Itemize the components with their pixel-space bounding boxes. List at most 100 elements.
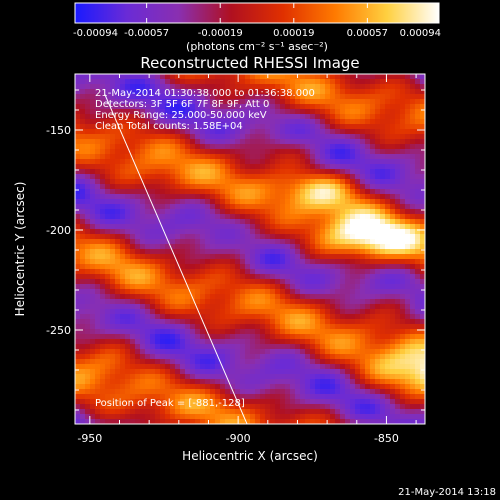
heatmap-cell [90,249,96,255]
heatmap-cell [230,404,236,410]
heatmap-cell [305,119,311,125]
heatmap-cell [285,384,291,390]
heatmap-cell [365,294,371,300]
heatmap-cell [350,304,356,310]
heatmap-cell [160,124,166,130]
heatmap-cell [210,174,216,180]
heatmap-cell [90,254,96,260]
heatmap-cell [135,224,141,230]
heatmap-cell [365,144,371,150]
heatmap-cell [145,419,151,424]
heatmap-cell [165,299,171,305]
heatmap-cell [345,264,351,270]
heatmap-cell [350,359,356,365]
heatmap-cell [300,294,306,300]
heatmap-cell [80,364,86,370]
heatmap-cell [330,409,336,415]
heatmap-cell [275,169,281,175]
heatmap-cell [180,319,186,325]
heatmap-cell [250,174,256,180]
heatmap-cell [200,134,206,140]
heatmap-cell [390,399,396,405]
heatmap-cell [355,124,361,130]
heatmap-cell [355,119,361,125]
heatmap-cell [300,379,306,385]
heatmap-cell [330,359,336,365]
heatmap-cell [245,164,251,170]
heatmap-cell [180,109,186,115]
heatmap-cell [195,269,201,275]
heatmap-cell [110,309,116,315]
heatmap-cell [360,234,366,240]
heatmap-cell [255,419,261,424]
heatmap-cell [370,384,376,390]
heatmap-cell [380,289,386,295]
heatmap-cell [155,84,161,90]
heatmap-cell [140,269,146,275]
heatmap-cell [395,324,401,330]
heatmap-cell [255,369,261,375]
heatmap-cell [225,264,231,270]
heatmap-cell [165,349,171,355]
heatmap-cell [145,154,151,160]
heatmap-cell [150,209,156,215]
heatmap-cell [130,219,136,225]
heatmap-cell [320,144,326,150]
heatmap-cell [405,114,411,120]
heatmap-cell [135,99,141,105]
heatmap-cell [195,294,201,300]
heatmap-cell [110,134,116,140]
heatmap-cell [335,104,341,110]
heatmap-cell [320,204,326,210]
heatmap-cell [390,164,396,170]
heatmap-cell [300,384,306,390]
heatmap-cell [295,154,301,160]
heatmap-cell [395,299,401,305]
heatmap-cell [245,264,251,270]
heatmap-cell [170,139,176,145]
heatmap-cell [225,354,231,360]
heatmap-cell [170,244,176,250]
heatmap-cell [385,339,391,345]
heatmap-cell [115,184,121,190]
heatmap-cell [270,339,276,345]
heatmap-cell [235,299,241,305]
heatmap-cell [255,169,261,175]
heatmap-cell [205,174,211,180]
heatmap-cell [215,299,221,305]
heatmap-cell [325,354,331,360]
heatmap-cell [285,339,291,345]
heatmap-cell [90,94,96,100]
heatmap-cell [270,234,276,240]
heatmap-cell [345,199,351,205]
annotation-energy: Energy Range: 25.000-50.000 keV [95,110,267,121]
heatmap-cell [95,269,101,275]
heatmap-cell [270,264,276,270]
heatmap-cell [190,199,196,205]
heatmap-cell [385,179,391,185]
heatmap-cell [230,164,236,170]
heatmap-cell [305,284,311,290]
heatmap-cell [160,274,166,280]
heatmap-cell [85,394,91,400]
heatmap-cell [260,254,266,260]
heatmap-cell [130,354,136,360]
heatmap-cell [240,214,246,220]
heatmap-cell [250,104,256,110]
heatmap-cell [360,359,366,365]
heatmap-cell [320,194,326,200]
heatmap-cell [365,214,371,220]
heatmap-cell [325,164,331,170]
heatmap-cell [360,209,366,215]
heatmap-cell [380,79,386,85]
heatmap-cell [160,419,166,424]
heatmap-cell [255,404,261,410]
heatmap-cell [300,279,306,285]
heatmap-cell [115,324,121,330]
heatmap-cell [185,394,191,400]
heatmap-cell [215,219,221,225]
heatmap-cell [165,314,171,320]
heatmap-cell [115,369,121,375]
heatmap-cell [240,299,246,305]
heatmap-cell [115,199,121,205]
